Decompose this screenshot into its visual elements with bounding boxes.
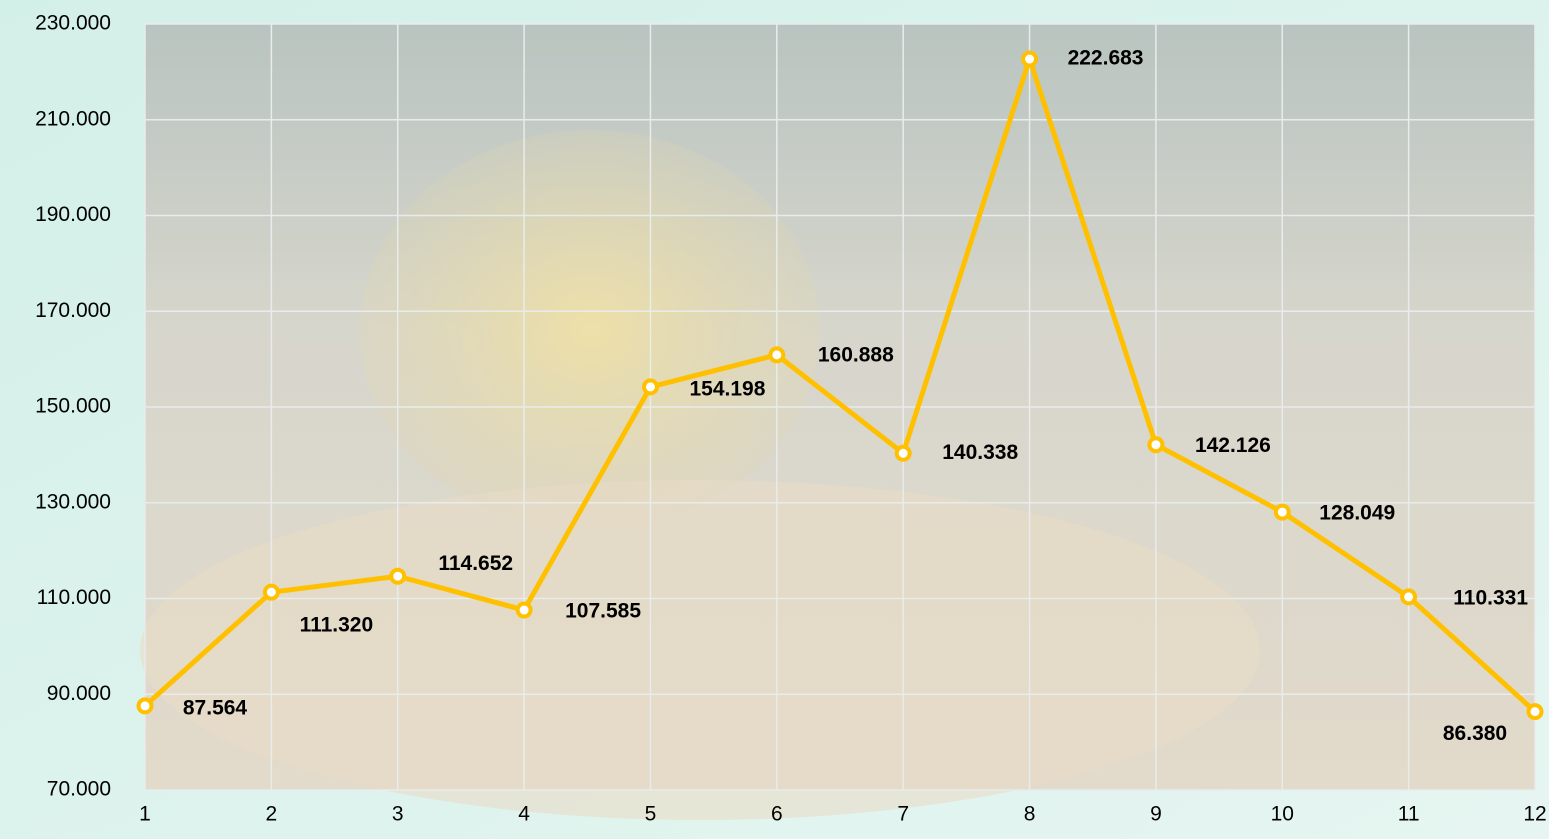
background-image [360, 130, 820, 530]
grid [144, 23, 1536, 791]
x-tick-label: 12 [1523, 803, 1546, 826]
x-tick-label: 1 [139, 803, 151, 826]
x-tick-label: 11 [1398, 803, 1420, 826]
data-label: 128.049 [1319, 502, 1395, 525]
data-point [1147, 436, 1165, 454]
data-point [641, 378, 659, 396]
series: 87.564 111.320 114.652 107.585 154.198 160.88… [136, 47, 1544, 745]
y-tick-label: 170.000 [35, 299, 111, 322]
x-tick-label: 3 [392, 803, 404, 826]
data-line [143, 56, 1537, 714]
data-label: 114.652 [438, 552, 513, 575]
x-tick-label: 5 [645, 803, 657, 826]
data-label: 110.331 [1453, 586, 1528, 609]
x-tick-label: 7 [897, 803, 909, 826]
data-label: 86.380 [1443, 722, 1507, 745]
data-label: 154.198 [689, 377, 765, 400]
y-tick-label: 210.000 [35, 107, 111, 130]
x-tick-label: 10 [1271, 803, 1294, 826]
data-point [768, 346, 786, 364]
x-tick-label: 9 [1150, 803, 1162, 826]
data-label: 107.585 [565, 600, 641, 623]
y-tick-label: 190.000 [35, 203, 111, 226]
data-label: 87.564 [183, 696, 248, 719]
x-tick-label: 2 [266, 803, 278, 826]
y-tick-label: 230.000 [35, 12, 111, 35]
x-tick-label: 8 [1024, 803, 1036, 826]
background-image [140, 480, 1260, 820]
y-tick-label: 150.000 [35, 395, 111, 418]
y-tick-label: 90.000 [47, 682, 111, 705]
data-point [262, 583, 280, 601]
data-point [389, 567, 407, 585]
data-label: 140.338 [942, 441, 1018, 464]
data-point [894, 444, 912, 462]
x-tick-label: 6 [771, 803, 783, 826]
data-point [1021, 50, 1039, 68]
y-tick-label: 70.000 [47, 778, 111, 801]
data-point [1273, 503, 1291, 521]
data-point [1400, 588, 1418, 606]
x-tick-label: 4 [518, 803, 530, 826]
data-point [515, 601, 533, 619]
data-label: 160.888 [818, 343, 894, 366]
data-point [1526, 703, 1544, 721]
data-label: 222.683 [1068, 47, 1144, 70]
y-tick-label: 110.000 [37, 586, 111, 609]
data-label: 111.320 [300, 614, 374, 637]
data-point [136, 697, 154, 715]
data-label: 142.126 [1195, 434, 1271, 457]
y-tick-label: 130.000 [35, 490, 111, 513]
